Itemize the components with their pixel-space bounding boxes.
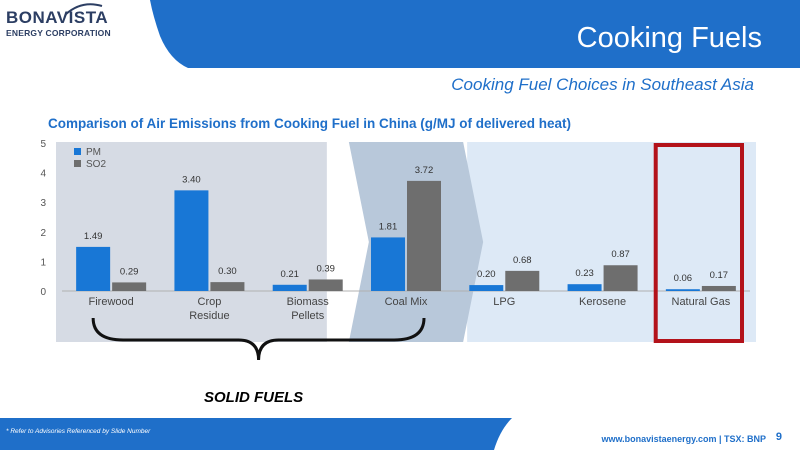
chart-title: Comparison of Air Emissions from Cooking… bbox=[48, 116, 572, 131]
category-label: Natural Gas bbox=[672, 296, 731, 308]
bar-pm bbox=[469, 285, 504, 291]
data-label-so2: 0.39 bbox=[316, 263, 335, 274]
solid-fuels-brace bbox=[91, 317, 426, 361]
data-label-so2: 0.68 bbox=[513, 255, 532, 266]
logo-name: BONAVISTA bbox=[6, 8, 109, 27]
y-tick-label: 5 bbox=[40, 139, 46, 150]
solid-fuels-label: SOLID FUELS bbox=[204, 389, 304, 406]
data-label-pm: 1.81 bbox=[379, 221, 398, 232]
legend-label-pm: PM bbox=[86, 147, 101, 158]
footnote: * Refer to Advisories Referenced by Slid… bbox=[6, 428, 151, 435]
category-label: LPG bbox=[493, 296, 515, 308]
logo-swoosh-icon bbox=[65, 3, 103, 15]
bar-so2 bbox=[308, 279, 343, 291]
legend-swatch-so2 bbox=[74, 160, 81, 167]
bar-pm bbox=[371, 237, 405, 291]
data-label-pm: 0.06 bbox=[674, 273, 693, 284]
bar-so2 bbox=[210, 282, 245, 291]
bar-so2 bbox=[701, 285, 736, 291]
logo-subtitle: ENERGY CORPORATION bbox=[6, 28, 111, 38]
data-label-so2: 0.30 bbox=[218, 266, 237, 277]
y-tick-label: 2 bbox=[40, 228, 46, 239]
footer-site[interactable]: www.bonavistaenergy.com | TSX: BNP bbox=[601, 434, 766, 444]
category-label: Kerosene bbox=[579, 296, 626, 308]
bar-pm bbox=[76, 246, 111, 291]
bar-so2 bbox=[112, 282, 147, 291]
bar-so2 bbox=[407, 180, 441, 291]
category-label: Coal Mix bbox=[385, 296, 428, 308]
y-tick-label: 4 bbox=[40, 169, 46, 180]
y-tick-label: 3 bbox=[40, 198, 46, 209]
bar-pm bbox=[665, 289, 700, 291]
data-label-pm: 0.23 bbox=[575, 268, 594, 279]
header-band bbox=[150, 0, 800, 68]
data-label-pm: 1.49 bbox=[84, 231, 103, 242]
bar-pm bbox=[174, 190, 209, 291]
data-label-so2: 0.29 bbox=[120, 266, 139, 277]
data-label-pm: 0.20 bbox=[477, 269, 496, 280]
legend-label-so2: SO2 bbox=[86, 159, 106, 170]
data-label-so2: 3.72 bbox=[415, 165, 434, 176]
page-subtitle: Cooking Fuel Choices in Southeast Asia bbox=[451, 75, 754, 94]
page-title: Cooking Fuels bbox=[576, 22, 762, 54]
category-label: Residue bbox=[189, 310, 229, 322]
y-tick-label: 0 bbox=[40, 287, 46, 298]
natural-gas-highlight-box bbox=[653, 143, 745, 343]
legend-swatch-pm bbox=[74, 148, 81, 155]
bar-so2 bbox=[505, 270, 540, 291]
data-label-pm: 3.40 bbox=[182, 174, 201, 185]
category-label: Crop bbox=[198, 296, 222, 308]
data-label-so2: 0.17 bbox=[710, 270, 729, 281]
y-tick-label: 1 bbox=[40, 257, 46, 268]
company-logo: BONAVISTA ENERGY CORPORATION bbox=[6, 3, 136, 42]
emissions-bar-chart: 0 1 2 3 4 5 1.49 3.40 0.21 1.81 0.20 0.23 0.06 0.29 0.… bbox=[40, 139, 756, 361]
other-fuels-background bbox=[467, 142, 756, 342]
bar-pm bbox=[272, 284, 307, 291]
slide-number: 9 bbox=[775, 431, 782, 443]
category-label: Biomass bbox=[287, 296, 330, 308]
bar-so2 bbox=[603, 265, 638, 291]
data-label-so2: 0.87 bbox=[611, 249, 630, 260]
bar-pm bbox=[567, 284, 602, 291]
category-label: Firewood bbox=[89, 296, 134, 308]
category-label: Pellets bbox=[291, 310, 325, 322]
data-label-pm: 0.21 bbox=[280, 269, 299, 280]
footer-band bbox=[0, 418, 512, 450]
